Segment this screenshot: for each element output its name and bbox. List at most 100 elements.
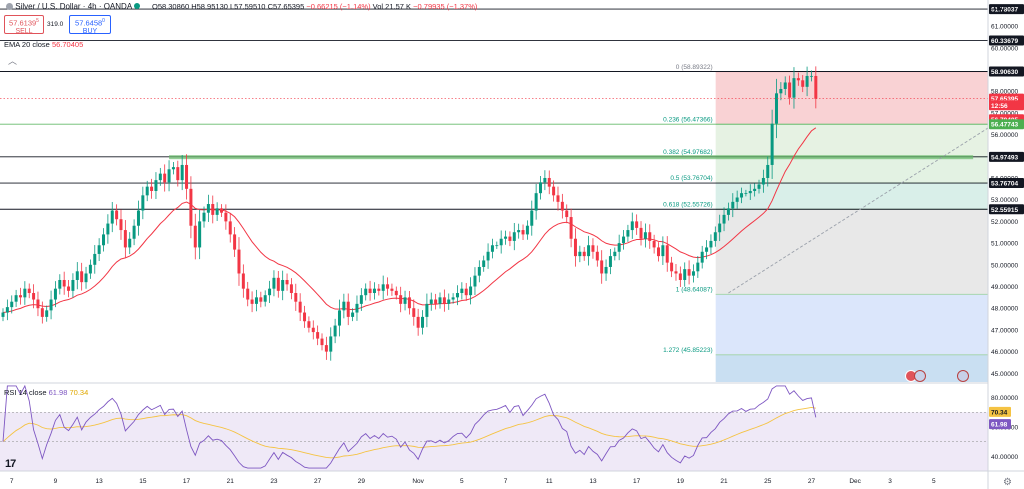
candle: [53, 288, 57, 300]
candle: [189, 188, 193, 226]
time-tick-label: 17: [633, 478, 641, 485]
buy-button[interactable]: 57.64580 BUY: [69, 15, 111, 35]
candle: [613, 251, 617, 257]
rsi-label: 61.98: [991, 422, 1008, 429]
time-tick-label: 27: [314, 478, 322, 485]
candle: [565, 210, 569, 218]
candle: [788, 82, 792, 98]
ohlc-legend: O58.30860 H58.95130 L57.59510 C57.65395 …: [152, 2, 477, 11]
candle: [766, 164, 770, 178]
candle: [342, 301, 346, 311]
candle: [731, 201, 735, 209]
candle: [626, 230, 630, 237]
candle: [718, 223, 722, 233]
buy-price: 57.6458: [75, 18, 103, 28]
fib-level-label: 1 (48.64087): [676, 286, 713, 293]
price-label: 58.90630: [991, 69, 1018, 76]
rsi-tick-label: 80.00000: [991, 395, 1018, 402]
candle: [193, 225, 197, 248]
fib-level-label: 1.272 (45.85223): [663, 347, 713, 354]
candle: [573, 238, 577, 257]
high-value: H58.95130: [191, 2, 228, 11]
candle: [303, 312, 307, 322]
candle: [390, 288, 394, 291]
candle: [643, 232, 647, 239]
candle: [801, 80, 805, 87]
ema-legend[interactable]: EMA 20 close 56.70405: [4, 40, 83, 49]
sell-price-sup: 5: [36, 18, 39, 24]
sell-price: 57.6139: [9, 18, 37, 28]
candle: [499, 238, 503, 246]
candle: [18, 295, 22, 298]
candle: [508, 236, 512, 241]
price-label-box: [989, 151, 1024, 162]
candle: [556, 195, 560, 202]
time-tick-label: 21: [720, 478, 728, 485]
fib-level-label: 0 (58.89322): [676, 64, 713, 71]
candle: [23, 288, 27, 298]
candle: [691, 271, 695, 276]
candle: [386, 284, 390, 289]
price-label: 54.97493: [991, 154, 1018, 161]
price-label-box: [989, 4, 1024, 15]
candle: [709, 240, 713, 248]
candle: [705, 247, 709, 252]
time-tick-label: 13: [589, 478, 597, 485]
us-flag-icon[interactable]: [914, 370, 926, 382]
time-tick-label: 29: [358, 478, 366, 485]
sell-button[interactable]: 57.61395 SELL: [4, 15, 44, 35]
candle: [630, 221, 634, 231]
candle: [224, 212, 228, 222]
candle: [648, 232, 652, 241]
candle: [783, 82, 787, 89]
fib-level-label: 0.618 (52.55726): [663, 201, 713, 208]
time-tick-label: 13: [96, 478, 104, 485]
candle: [569, 217, 573, 239]
fib-zone: [715, 156, 988, 184]
price-label: 56.47743: [991, 122, 1018, 129]
rsi-tick-label: 40.00000: [991, 454, 1018, 461]
ema-value: 56.70405: [51, 40, 84, 49]
price-label: 12:56: [991, 103, 1008, 110]
candle: [394, 290, 398, 296]
price-label: 60.33679: [991, 38, 1018, 45]
candle: [115, 210, 119, 220]
candle: [145, 186, 149, 196]
candle: [106, 223, 110, 235]
us-flag-icon[interactable]: [957, 370, 969, 382]
candle: [595, 251, 599, 261]
price-tick-label: 46.00000: [991, 349, 1018, 356]
candle: [447, 299, 451, 304]
candle: [525, 225, 529, 235]
time-tick-label: 17: [183, 478, 191, 485]
currency-label[interactable]: USD: [990, 3, 1006, 12]
market-status-icon: [133, 3, 140, 9]
time-tick-label: Nov: [412, 478, 424, 485]
candle: [530, 210, 534, 226]
candle: [237, 249, 241, 274]
candle: [202, 212, 206, 222]
candle: [171, 167, 175, 170]
candle: [346, 301, 350, 317]
candle: [311, 327, 315, 333]
candle: [97, 245, 101, 254]
candle: [355, 303, 359, 313]
candle: [246, 288, 250, 300]
price-label: 57.65395: [991, 96, 1018, 103]
price-tick-label: 49.00000: [991, 284, 1018, 291]
candle: [110, 210, 114, 224]
price-tick-label: 52.00000: [991, 219, 1018, 226]
rsi-legend[interactable]: RSI 14 close 61.98 70.34: [4, 388, 88, 397]
price-tick-label: 47.00000: [991, 327, 1018, 334]
symbol-title[interactable]: Silver / U.S. Dollar · 4h · OANDA: [6, 2, 140, 11]
close-value: C57.65395: [267, 2, 305, 11]
time-tick-label: 9: [54, 478, 58, 485]
volume-value: Vol 21.57 K: [372, 2, 412, 11]
candle: [412, 308, 416, 317]
settings-gear-icon[interactable]: ⚙: [1003, 477, 1012, 488]
time-tick-label: Dec: [849, 478, 861, 485]
candle: [351, 312, 355, 317]
candle: [604, 266, 608, 274]
collapse-legend-icon[interactable]: ︿: [8, 56, 18, 66]
